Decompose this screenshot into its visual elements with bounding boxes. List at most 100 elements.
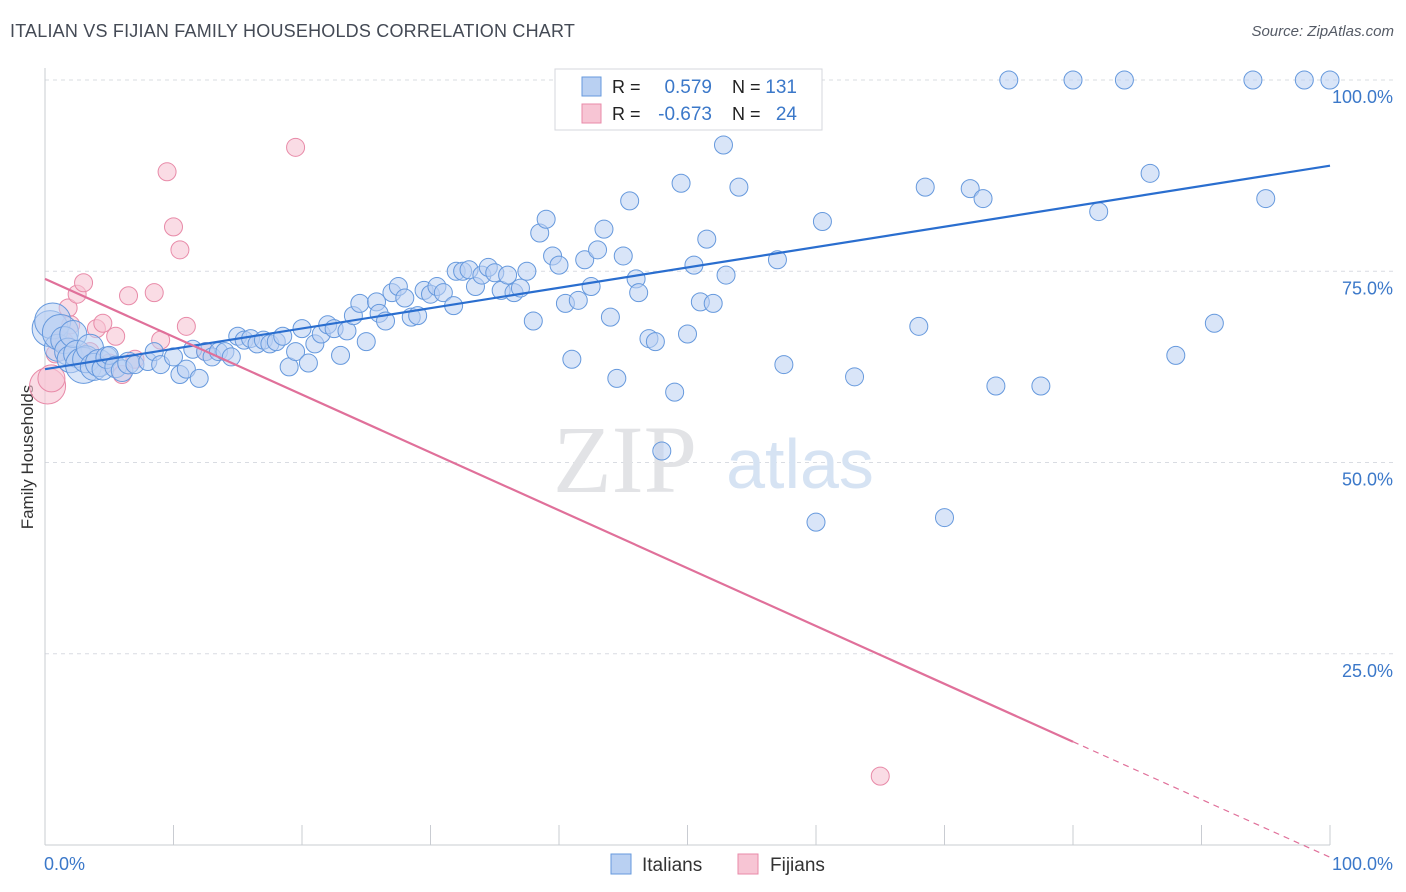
italians-point	[1063, 70, 1083, 90]
fijians-point	[164, 217, 183, 237]
italians-point	[562, 349, 582, 369]
italians-point	[517, 261, 537, 281]
italians-point	[716, 265, 736, 285]
x-tick-label-min: 0.0%	[44, 854, 85, 874]
italians-point	[286, 342, 306, 362]
italians-point	[935, 508, 954, 528]
legend-n-label-italians: N =	[732, 77, 761, 97]
fijians-point	[37, 364, 66, 393]
legend-r-label-fijians: R =	[612, 104, 641, 124]
fijians-point	[176, 316, 196, 336]
italians-point	[1114, 70, 1134, 90]
fijians-point	[286, 137, 306, 157]
italians-point	[607, 368, 627, 388]
italians-point	[189, 368, 209, 388]
italians-point	[973, 189, 993, 209]
italians-point	[588, 240, 608, 260]
italians-point	[1320, 70, 1340, 90]
legend-r-value-fijians: -0.673	[658, 104, 712, 125]
tick-labels: 25.0% 50.0% 75.0% 100.0% 0.0% 100.0%	[44, 87, 1393, 874]
y-tick-label-2: 75.0%	[1342, 278, 1393, 298]
italians-point	[498, 265, 518, 285]
italians-point	[671, 173, 691, 193]
grid-lines	[45, 79, 1395, 655]
italians-point	[350, 293, 370, 313]
chart-source: Source: ZipAtlas.com	[1251, 23, 1394, 40]
legend-swatch-italians	[581, 76, 602, 97]
italians-point	[356, 332, 376, 352]
italians-point	[629, 283, 649, 303]
fijians-point	[93, 313, 113, 333]
watermark-atlas: atlas	[726, 425, 874, 503]
series-legend: Italians Fijians	[610, 853, 825, 876]
y-tick-label-1: 50.0%	[1342, 470, 1393, 490]
italians-point	[1166, 345, 1186, 365]
italians-point	[1140, 163, 1160, 183]
fijians-point	[74, 273, 94, 293]
italians-point	[665, 382, 685, 402]
bottom-legend-label-italians: Italians	[642, 855, 702, 876]
italians-point	[1243, 70, 1263, 90]
italians-point	[999, 70, 1019, 90]
zipatlas-watermark: ZIP atlas	[553, 406, 874, 513]
y-tick-label-0: 25.0%	[1342, 661, 1393, 681]
fijians-point	[170, 240, 190, 260]
legend-n-value-fijians: 24	[776, 104, 798, 125]
italians-point	[549, 255, 569, 275]
legend-r-label-italians: R =	[612, 77, 641, 97]
italians-point	[806, 512, 826, 532]
italians-point	[568, 290, 588, 310]
watermark-zip: ZIP	[553, 406, 697, 513]
correlation-legend: R = 0.579 N = 131 R = -0.673 N = 24	[554, 68, 823, 131]
italians-point	[960, 179, 980, 199]
italians-point	[613, 246, 633, 266]
italians-point	[620, 191, 640, 211]
fijians-trend-line	[44, 277, 1074, 743]
y-tick-label-3: 100.0%	[1332, 87, 1393, 107]
italians-point	[395, 288, 415, 308]
italians-point	[331, 345, 351, 365]
italians-point	[600, 307, 620, 327]
bottom-legend-swatch-italians	[610, 853, 632, 875]
fijians-point	[144, 283, 164, 303]
italians-point	[523, 311, 543, 331]
italians-point	[909, 316, 929, 336]
bottom-legend-label-fijians: Fijians	[770, 855, 825, 876]
italians-point	[1089, 202, 1109, 222]
legend-swatch-fijians	[581, 103, 602, 124]
italians-trend-line	[44, 164, 1331, 371]
trend-lines	[44, 164, 1331, 858]
italians-point	[575, 250, 595, 270]
italians-point	[774, 355, 794, 375]
italians-point	[1204, 313, 1224, 333]
fijians-point	[157, 162, 177, 182]
fijians-point	[870, 766, 890, 786]
italians-point	[713, 135, 733, 155]
legend-r-value-italians: 0.579	[664, 77, 712, 98]
italians-point	[703, 293, 723, 313]
italians-point	[298, 353, 318, 373]
axes	[44, 68, 1331, 846]
italians-point	[986, 376, 1006, 396]
fijians-point	[106, 326, 126, 346]
italians-point	[1294, 70, 1314, 90]
fijians-trend-extension	[1072, 741, 1331, 858]
legend-n-value-italians: 131	[765, 77, 797, 98]
bottom-legend-swatch-fijians	[737, 853, 759, 875]
chart-title: ITALIAN VS FIJIAN FAMILY HOUSEHOLDS CORR…	[10, 21, 576, 41]
italians-point	[1031, 376, 1051, 396]
italians-point	[678, 324, 697, 344]
italians-point	[767, 250, 787, 270]
italians-point	[812, 212, 832, 232]
italians-point	[645, 332, 665, 352]
x-tick-label-max: 100.0%	[1332, 854, 1393, 874]
italians-point	[1256, 189, 1276, 209]
italians-point	[594, 219, 614, 239]
italians-point	[915, 177, 935, 197]
italians-point	[433, 283, 453, 303]
legend-n-label-fijians: N =	[732, 104, 761, 124]
italians-point	[536, 209, 556, 229]
italians-point	[729, 177, 749, 197]
fijians-point	[119, 286, 139, 306]
